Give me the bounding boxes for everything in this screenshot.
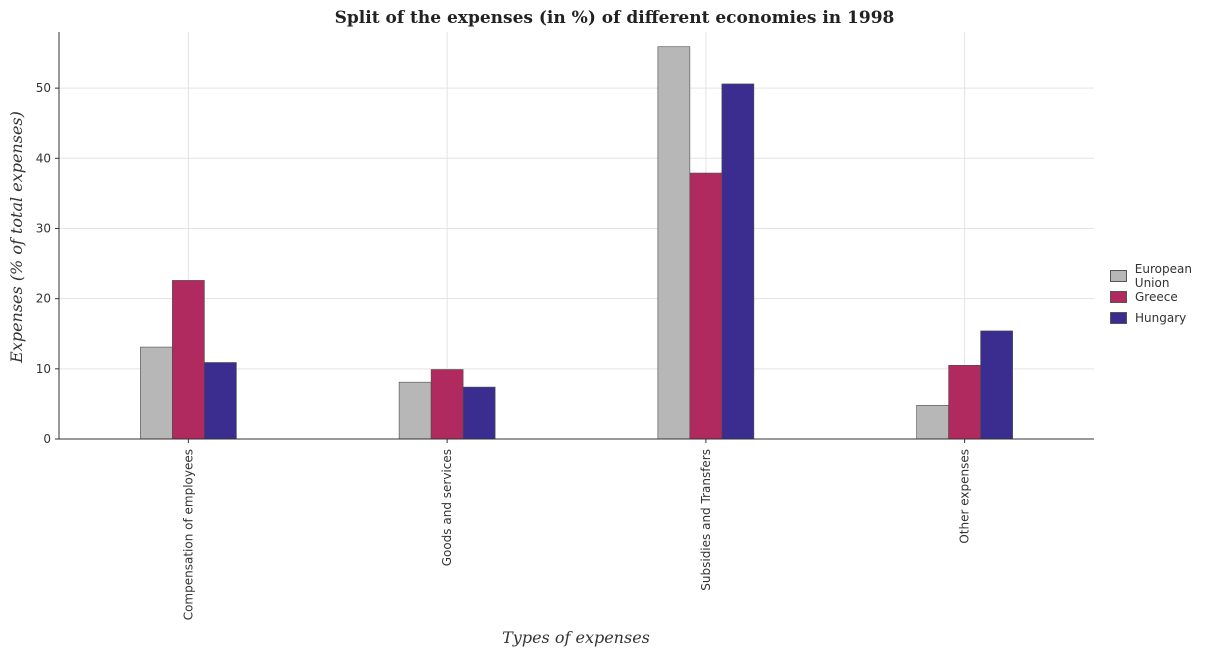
y-tick-label: 30: [36, 221, 51, 235]
y-tick-label: 10: [36, 362, 51, 376]
x-tick-label: Goods and services: [440, 449, 454, 566]
axes: 0 10 20 30 40 50 Compensation of employees Good…: [36, 32, 1094, 620]
y-tick-label: 20: [36, 292, 51, 306]
bar: [172, 280, 205, 440]
x-tick-label: Subsidies and Transfers: [699, 449, 713, 591]
y-tick-label: 50: [36, 81, 51, 95]
y-tick-label: 0: [43, 432, 51, 446]
y-axis-label: Expenses (% of total expenses): [7, 111, 26, 364]
chart-title: Split of the expenses (in %) of differen…: [334, 8, 895, 28]
bar: [980, 330, 1013, 440]
legend-item: European Union: [1110, 262, 1229, 290]
bar: [430, 369, 464, 440]
x-tick-label: Other expenses: [958, 449, 972, 544]
x-tick-label: Compensation of employees: [181, 449, 195, 620]
legend-label: European Union: [1134, 261, 1192, 290]
bar: [657, 46, 691, 440]
legend-swatch: [1110, 311, 1127, 324]
legend-label: Greece: [1135, 289, 1178, 304]
y-tick-label: 40: [36, 151, 51, 165]
bar: [140, 346, 173, 440]
legend-label: Hungary: [1135, 310, 1187, 325]
bar: [916, 405, 949, 440]
bar: [689, 172, 723, 440]
bar: [398, 381, 432, 440]
bar: [721, 83, 755, 440]
bar: [462, 386, 496, 440]
x-axis-label: Types of expenses: [502, 628, 650, 647]
legend-item: Greece: [1110, 286, 1229, 307]
bar: [204, 362, 237, 440]
legend-item: Hungary: [1110, 307, 1229, 328]
bars: [140, 46, 1013, 440]
legend-swatch: [1110, 290, 1127, 303]
legend-swatch: [1110, 269, 1127, 282]
bar: [948, 365, 981, 440]
legend: European Union Greece Hungary: [1110, 262, 1229, 328]
